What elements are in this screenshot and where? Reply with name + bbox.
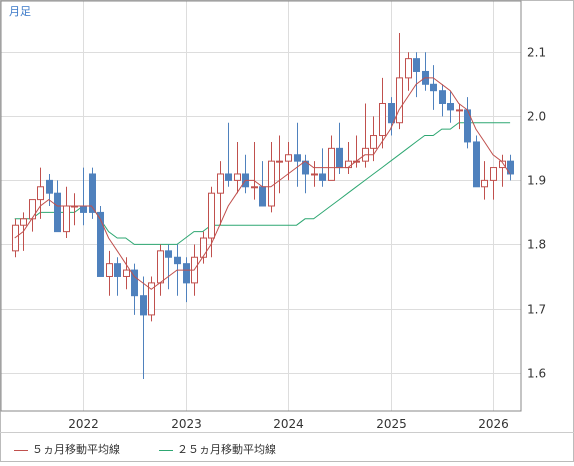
legend-item-ma5: ５ヵ月移動平均線 [14,441,120,456]
candle-body-down [131,269,138,297]
candle-body-up [208,192,215,239]
candle-body-down [259,186,266,207]
candle-body-up [20,218,27,226]
candle-body-up [456,109,463,112]
ma5-line [14,77,511,290]
x-tick-label: 2024 [273,417,304,431]
plot-border [0,0,522,412]
ma5-legend-swatch [14,449,28,451]
candle-body-up [251,186,258,189]
y-tick-label: 1.7 [527,303,546,317]
y-tick-label: 1.9 [527,174,546,188]
candle-body-up [396,77,403,124]
candle-body-up [217,173,224,194]
candle-body-up [370,135,377,149]
tick-labels: 1.6 1.7 1.8 1.9 2.0 2.1 2022 2023 2024 2025 2026 [68,46,546,432]
candle-body-up [490,167,497,181]
candle-body-down [336,147,343,169]
candle-body-down [174,256,181,265]
candle-body-up [148,282,155,316]
x-tick-label: 2022 [68,417,99,431]
y-tick-label: 1.8 [527,238,546,252]
candle-body-up [234,173,241,181]
candle-body-down [89,173,96,213]
candle-body-down [319,173,326,181]
candle-body-down [46,179,53,194]
x-tick-label: 2026 [478,417,509,431]
candle-body-up [157,250,164,284]
candle-body-up [29,199,36,220]
ma25-legend-label: ２５ヵ月移動平均線 [177,443,276,456]
candle-body-down [507,160,514,175]
candle-body-down [140,295,147,316]
candle-body-up [268,160,275,207]
candle-body-up [481,179,488,188]
candle-body-down [388,103,395,124]
legend-item-ma25: ２５ヵ月移動平均線 [159,441,276,456]
candle-body-up [405,58,412,79]
candle-body-down [439,90,446,104]
candle-body-up [499,160,506,169]
candle-body-up [311,173,318,176]
candle-body-up [276,160,283,163]
candle-body-up [63,205,70,233]
candle-body-down [183,263,190,284]
x-tick-label: 2025 [376,417,407,431]
ma5-series [14,77,511,290]
candle-body-up [12,224,19,252]
candle-body-down [114,263,121,277]
candle-body-up [37,186,44,201]
candle-body-down [473,141,480,188]
y-tick-label: 1.6 [527,367,546,381]
candle-body-up [106,263,113,277]
period-label: 月足 [9,5,31,18]
candle-body-up [123,269,130,277]
ma5-legend-label: ５ヵ月移動平均線 [32,443,120,456]
candle-body-up [285,154,292,162]
x-tick-label: 2023 [171,417,202,431]
y-tick-label: 2.1 [527,46,546,60]
candle-body-down [165,250,172,258]
candle-body-down [225,173,232,181]
candle-body-up [328,147,335,181]
candles [12,33,514,379]
grid-lines [1,1,521,411]
candle-body-down [413,58,420,72]
candle-body-down [80,205,87,213]
y-tick-label: 2.0 [527,110,546,124]
candle-body-down [54,192,61,233]
candle-body-up [200,237,207,258]
candle-body-up [379,103,386,137]
candle-body-down [447,103,454,111]
ma25-legend-swatch [159,449,173,451]
candle-body-down [430,83,437,92]
candle-body-down [294,154,301,162]
candle-body-down [97,211,104,277]
